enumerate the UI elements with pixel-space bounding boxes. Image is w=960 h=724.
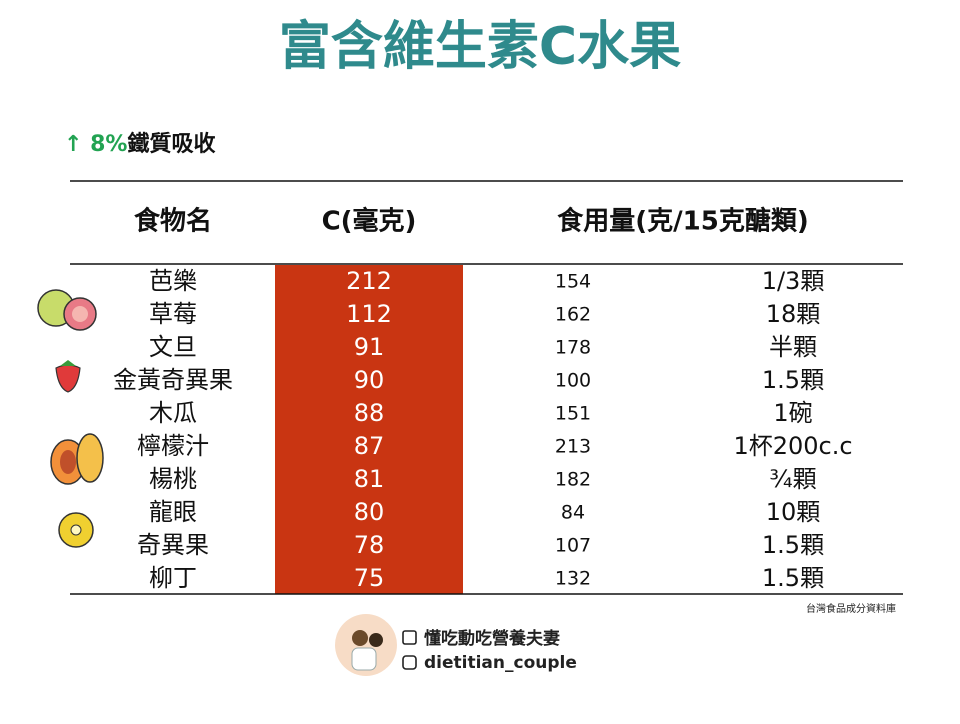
portion: 18顆 xyxy=(766,300,821,328)
column-header: 食用量(克/15克醣類) xyxy=(557,206,808,237)
facebook-icon xyxy=(402,630,417,645)
vitamin-c: 81 xyxy=(354,465,385,493)
note: ↑ 8%鐵質吸收 xyxy=(64,131,215,157)
guava-icon xyxy=(37,289,97,331)
food-name: 草莓 xyxy=(149,300,197,328)
avatar xyxy=(335,614,397,676)
grams: 107 xyxy=(555,535,591,557)
food-name: 芭樂 xyxy=(149,267,197,295)
vitamin-c: 78 xyxy=(354,531,385,559)
highlight-column xyxy=(275,265,463,594)
food-name: 木瓜 xyxy=(149,399,197,427)
grams: 100 xyxy=(555,370,591,392)
portion: ¾顆 xyxy=(769,465,816,493)
food-name: 龍眼 xyxy=(149,498,197,526)
grams: 213 xyxy=(555,436,591,458)
kiwi-icon xyxy=(58,512,94,548)
note-highlight: ↑ 8% xyxy=(64,132,127,157)
instagram-handle: dietitian_couple xyxy=(424,653,577,673)
note-text: 鐵質吸收 xyxy=(127,131,215,157)
vitamin-c: 90 xyxy=(354,366,385,394)
portion: 1.5顆 xyxy=(762,531,824,559)
vitamin-c: 91 xyxy=(354,333,385,361)
food-name: 金黃奇異果 xyxy=(113,366,233,394)
column-header: C(毫克) xyxy=(322,206,417,237)
food-name: 楊桃 xyxy=(149,465,197,493)
vitamin-c: 112 xyxy=(346,300,392,328)
strawberry-icon xyxy=(55,360,81,393)
vitamin-c: 87 xyxy=(354,432,385,460)
column-header: 食物名 xyxy=(134,206,212,237)
grams: 132 xyxy=(555,568,591,590)
food-name: 奇異果 xyxy=(137,531,209,559)
papaya-icon xyxy=(50,433,104,485)
vitamin-c: 75 xyxy=(354,564,385,592)
portion: 1/3顆 xyxy=(762,267,825,295)
grams: 182 xyxy=(555,469,591,491)
grams: 84 xyxy=(561,502,585,524)
source: 台灣食品成分資料庫 xyxy=(806,602,896,615)
portion: 10顆 xyxy=(766,498,821,526)
food-name: 柳丁 xyxy=(149,564,197,592)
facebook-handle: 懂吃動吃營養夫妻 xyxy=(424,628,560,649)
portion: 半顆 xyxy=(769,333,817,361)
portion: 1碗 xyxy=(773,399,812,427)
food-name: 檸檬汁 xyxy=(137,432,209,460)
instagram-icon xyxy=(402,655,417,670)
portion: 1.5顆 xyxy=(762,366,824,394)
food-name: 文旦 xyxy=(149,333,197,361)
vitamin-c: 80 xyxy=(354,498,385,526)
vitamin-c: 212 xyxy=(346,267,392,295)
portion: 1杯200c.c xyxy=(733,432,852,460)
vitamin-c: 88 xyxy=(354,399,385,427)
grams: 151 xyxy=(555,403,591,425)
title: 富含維生素C水果 xyxy=(279,17,681,77)
grams: 162 xyxy=(555,304,591,326)
portion: 1.5顆 xyxy=(762,564,824,592)
grams: 154 xyxy=(555,271,591,293)
grams: 178 xyxy=(555,337,591,359)
